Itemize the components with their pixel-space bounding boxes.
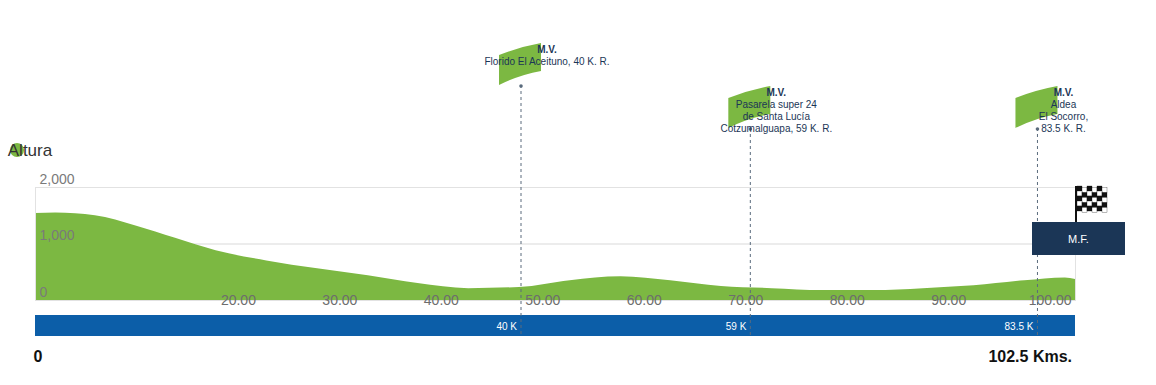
svg-text:M.V.: M.V. [537, 44, 557, 55]
svg-text:40 K: 40 K [496, 321, 517, 332]
svg-text:90.00: 90.00 [931, 292, 966, 308]
svg-text:Aldea: Aldea [1051, 99, 1077, 110]
svg-text:2,000: 2,000 [40, 171, 75, 187]
svg-text:20.00: 20.00 [221, 292, 256, 308]
svg-text:59 K: 59 K [726, 321, 747, 332]
svg-text:80.00: 80.00 [830, 292, 865, 308]
svg-text:Cotzumalguapa, 59 K. R.: Cotzumalguapa, 59 K. R. [720, 123, 832, 134]
svg-text:83.5 K. R.: 83.5 K. R. [1041, 123, 1085, 134]
svg-text:Pasarela super 24: Pasarela super 24 [736, 99, 818, 110]
svg-text:0: 0 [40, 284, 48, 300]
svg-text:Altura: Altura [8, 141, 53, 160]
svg-text:M.V.: M.V. [1054, 87, 1074, 98]
svg-text:50.00: 50.00 [525, 292, 560, 308]
svg-text:M.F.: M.F. [1068, 233, 1089, 245]
svg-text:0: 0 [34, 348, 43, 365]
svg-text:El Socorro,: El Socorro, [1039, 111, 1088, 122]
svg-text:30.00: 30.00 [322, 292, 357, 308]
svg-text:83.5 K: 83.5 K [1005, 321, 1034, 332]
svg-text:Florido El Aceituno, 40 K. R.: Florido El Aceituno, 40 K. R. [484, 56, 609, 67]
svg-text:de Santa Lucía: de Santa Lucía [743, 111, 811, 122]
svg-text:70.00: 70.00 [728, 292, 763, 308]
svg-text:M.V.: M.V. [766, 87, 786, 98]
svg-text:100.00: 100.00 [1029, 292, 1072, 308]
svg-text:60.00: 60.00 [627, 292, 662, 308]
svg-text:40.00: 40.00 [424, 292, 459, 308]
svg-text:102.5 Kms.: 102.5 Kms. [988, 348, 1072, 365]
svg-text:1,000: 1,000 [40, 227, 75, 243]
